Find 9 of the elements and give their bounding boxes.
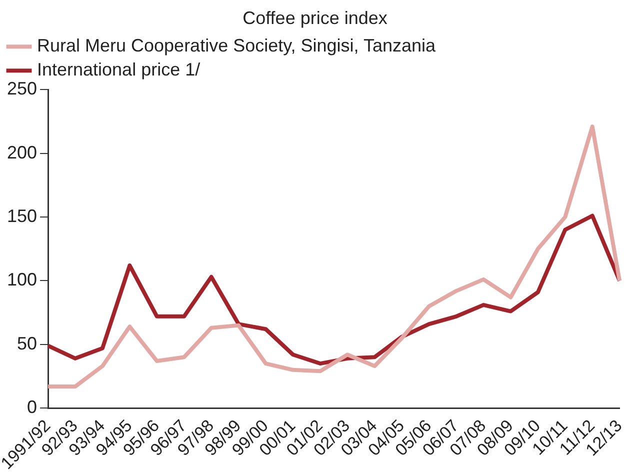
y-tick-label: 0	[27, 397, 38, 418]
legend-label: Rural Meru Cooperative Society, Singisi, Tanzania	[37, 36, 437, 56]
chart-title: Coffee price index	[242, 8, 388, 28]
y-tick-label: 50	[17, 333, 38, 354]
y-tick-label: 200	[6, 142, 38, 162]
y-tick-label: 150	[6, 206, 38, 226]
legend-label: International price 1/	[37, 60, 200, 80]
y-tick-label: 250	[6, 78, 38, 99]
y-tick-label: 100	[6, 270, 38, 290]
